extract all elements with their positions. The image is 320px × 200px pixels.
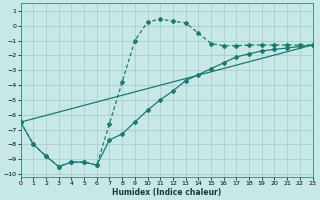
X-axis label: Humidex (Indice chaleur): Humidex (Indice chaleur) — [112, 188, 221, 197]
